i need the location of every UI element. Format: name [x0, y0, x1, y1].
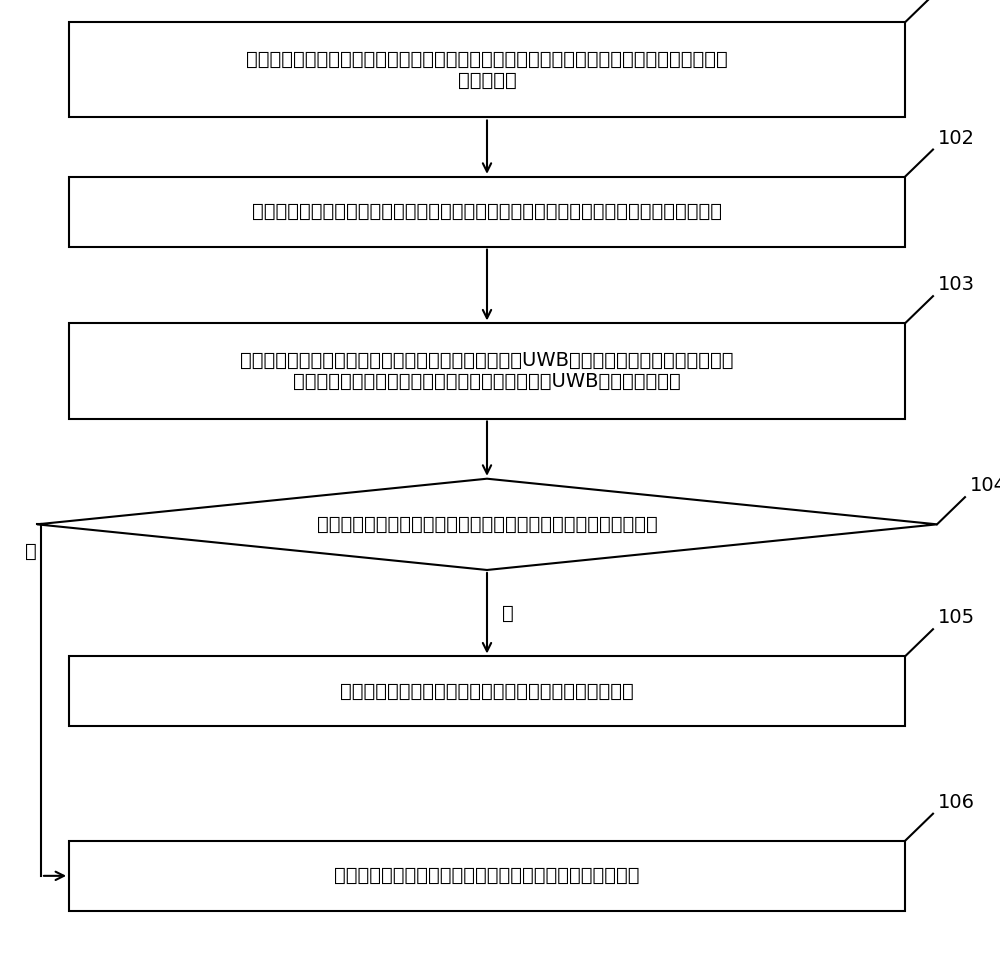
Text: 否: 否: [25, 542, 37, 561]
Text: 光伏电站运营管理系统获得形变检测指令，所述形变检测指令用于触发对所述光伏发电系统进: 光伏电站运营管理系统获得形变检测指令，所述形变检测指令用于触发对所述光伏发电系统…: [246, 50, 728, 69]
Text: 光伏电站运营管理系统判断所述其余浮筒中是否存在第二目标浮筒: 光伏电站运营管理系统判断所述其余浮筒中是否存在第二目标浮筒: [317, 515, 657, 534]
Text: 103: 103: [938, 275, 975, 294]
Bar: [69, 323, 905, 419]
Polygon shape: [37, 479, 937, 570]
Text: 是: 是: [502, 604, 514, 622]
Text: 光伏电站运营管理系统确定出所述光伏发电系统发生形变: 光伏电站运营管理系统确定出所述光伏发电系统发生形变: [340, 682, 634, 701]
Bar: [69, 656, 905, 726]
Text: 光伏电站运营管理系统确定出所述光伏发电系统未发生形变: 光伏电站运营管理系统确定出所述光伏发电系统未发生形变: [334, 866, 640, 886]
Text: 105: 105: [938, 608, 975, 627]
Text: 行形变检测: 行形变检测: [458, 71, 516, 90]
Bar: [69, 177, 905, 247]
Text: 102: 102: [938, 128, 975, 148]
Text: 一目标浮筒之外的其余浮筒中的每一浮筒上设置的UWB天线的实际距离: 一目标浮筒之外的其余浮筒中的每一浮筒上设置的UWB天线的实际距离: [293, 372, 681, 391]
Text: 光伏电站运营管理系统确定所述第一目标浮筒上设置的UWB天线与所述多个浮筒中除所述第: 光伏电站运营管理系统确定所述第一目标浮筒上设置的UWB天线与所述多个浮筒中除所述…: [240, 351, 734, 370]
Text: 104: 104: [970, 476, 1000, 495]
Bar: [69, 22, 905, 117]
Text: 光伏电站运营管理系统根据所述形变检测指令，从所述多个浮筒中确定出某一第一目标浮筒: 光伏电站运营管理系统根据所述形变检测指令，从所述多个浮筒中确定出某一第一目标浮筒: [252, 202, 722, 221]
Bar: [69, 841, 905, 911]
Text: 106: 106: [938, 792, 975, 812]
